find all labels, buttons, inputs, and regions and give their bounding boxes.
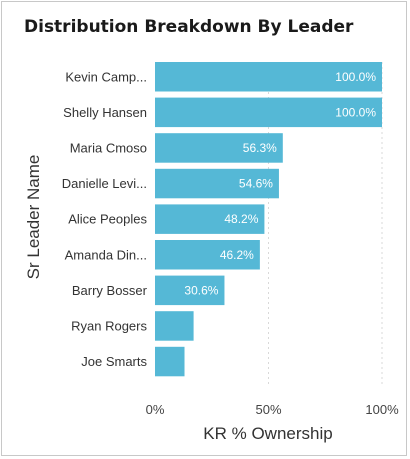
data-label: 46.2%	[220, 248, 254, 262]
data-label: 56.3%	[243, 141, 277, 155]
data-label: 54.6%	[239, 177, 273, 191]
x-axis-ticks: 0% 50% 100%	[146, 402, 399, 417]
bar[interactable]	[155, 240, 260, 270]
chart-title: Distribution Breakdown By Leader	[24, 17, 354, 37]
data-label: 100.0%	[335, 70, 376, 84]
category-label: Joe Smarts	[81, 354, 147, 369]
category-label: Danielle Levi...	[62, 176, 147, 191]
data-label: 48.2%	[224, 212, 258, 226]
x-tick-label: 0%	[146, 402, 165, 417]
data-label: 30.6%	[184, 283, 218, 297]
bars: Kevin Camp... 100.0% Shelly Hansen 100.0% Ma…	[62, 62, 382, 377]
gridlines	[268, 62, 383, 385]
x-tick-label: 50%	[255, 402, 281, 417]
category-label: Alice Peoples	[68, 212, 147, 227]
category-label: Amanda Din...	[65, 247, 147, 262]
category-label: Kevin Camp...	[65, 69, 147, 84]
bar[interactable]	[155, 346, 185, 377]
category-label: Maria Cmoso	[70, 140, 147, 155]
category-label: Shelly Hansen	[63, 105, 147, 120]
bar[interactable]	[155, 204, 265, 234]
bar[interactable]	[155, 62, 382, 92]
bar[interactable]	[155, 275, 225, 306]
bar[interactable]	[155, 168, 279, 199]
y-axis-title: Sr Leader Name	[24, 155, 43, 280]
category-label: Ryan Rogers	[71, 318, 147, 333]
x-axis-title: KR % Ownership	[203, 424, 332, 443]
bar[interactable]	[155, 97, 382, 128]
category-label: Barry Bosser	[72, 283, 148, 298]
data-label: 100.0%	[335, 105, 376, 119]
bar[interactable]	[155, 311, 194, 341]
x-tick-label: 100%	[365, 402, 399, 417]
bar[interactable]	[155, 133, 283, 163]
